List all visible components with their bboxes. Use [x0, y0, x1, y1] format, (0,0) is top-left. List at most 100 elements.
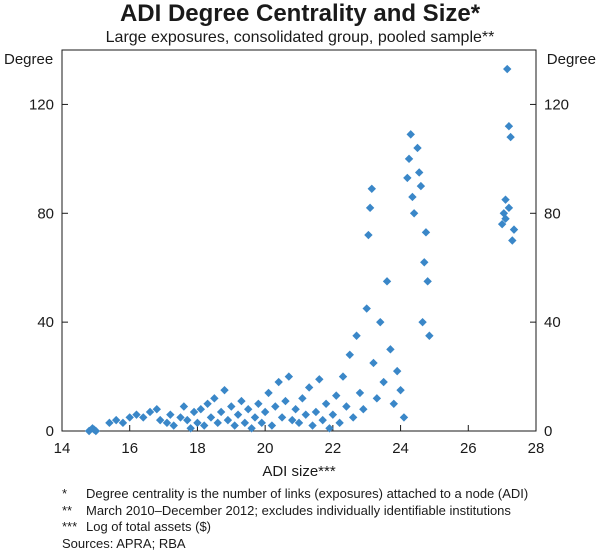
x-tick-label: 24	[392, 440, 409, 457]
x-tick-label: 18	[189, 440, 206, 457]
data-point	[369, 358, 378, 368]
data-point	[169, 421, 178, 430]
data-point	[213, 418, 222, 428]
data-point	[365, 203, 375, 213]
data-point	[176, 413, 185, 422]
data-point	[210, 394, 219, 403]
data-point	[179, 402, 189, 411]
data-point	[418, 317, 427, 327]
x-tick-label: 26	[460, 440, 477, 457]
x-axis: 14 16 18 20 22 24 26 28	[54, 425, 545, 457]
y-tick-label: 40	[37, 314, 54, 331]
data-point	[355, 388, 365, 398]
data-point	[421, 228, 431, 237]
y-tick-label: 40	[544, 314, 561, 331]
data-point	[503, 64, 512, 74]
data-point	[291, 405, 300, 414]
y-tick-label: 80	[544, 205, 561, 222]
data-point	[389, 399, 398, 408]
data-point	[105, 418, 114, 428]
data-point	[260, 407, 270, 417]
y-axis-left: 0 40 80 120	[29, 96, 68, 440]
data-point	[274, 377, 283, 387]
footnote-text: March 2010–December 2012; excludes indiv…	[86, 502, 511, 518]
data-point	[220, 385, 229, 395]
data-point	[308, 421, 317, 430]
data-point	[193, 418, 202, 428]
data-point	[403, 173, 412, 183]
footnote-text: Log of total assets ($)	[86, 519, 212, 534]
data-point	[392, 366, 402, 376]
data-point	[244, 405, 253, 414]
data-point	[294, 418, 304, 428]
data-point	[237, 396, 246, 406]
data-point	[301, 410, 310, 419]
data-point	[257, 418, 266, 428]
data-point	[111, 415, 121, 425]
data-point	[386, 345, 395, 354]
data-point	[382, 277, 392, 286]
data-point	[364, 230, 373, 240]
x-axis-label: ADI size***	[262, 463, 336, 480]
footnote-mark: ***	[62, 519, 78, 534]
data-point	[227, 402, 236, 411]
footnote-3: *** Log of total assets ($)	[62, 519, 528, 536]
data-point	[267, 421, 277, 430]
data-point	[271, 402, 280, 411]
data-point	[423, 277, 432, 286]
data-point	[311, 407, 321, 417]
data-point	[183, 415, 192, 425]
data-point	[506, 132, 515, 142]
data-point	[404, 154, 414, 164]
y-tick-label: 0	[544, 423, 552, 440]
data-point	[233, 410, 243, 419]
data-point	[318, 415, 327, 425]
data-point	[298, 394, 307, 403]
data-point	[254, 399, 263, 408]
data-point	[321, 399, 331, 408]
data-point	[399, 413, 409, 422]
data-point	[315, 375, 324, 384]
data-point	[132, 410, 141, 419]
data-point	[281, 396, 290, 406]
data-point	[186, 424, 195, 433]
y-tick-label: 80	[37, 205, 54, 222]
x-tick-label: 28	[528, 440, 545, 457]
data-point	[342, 402, 351, 411]
data-point	[247, 424, 256, 433]
data-point	[504, 203, 514, 213]
data-point	[508, 236, 517, 245]
data-points	[84, 64, 519, 436]
data-point	[497, 219, 507, 229]
y-tick-label: 120	[29, 96, 54, 113]
data-point	[509, 225, 519, 234]
data-point	[196, 405, 206, 414]
data-point	[216, 407, 226, 417]
plot-frame	[61, 49, 537, 432]
data-point	[264, 388, 273, 398]
y-axis-label-right: Degree	[547, 51, 596, 68]
data-point	[203, 399, 212, 408]
data-point	[335, 418, 344, 428]
chart-subtitle: Large exposures, consolidated group, poo…	[105, 29, 495, 46]
data-point	[230, 421, 239, 430]
y-tick-label: 0	[46, 423, 54, 440]
x-tick-label: 22	[325, 440, 342, 457]
data-point	[504, 122, 514, 131]
data-point	[348, 413, 358, 422]
data-point	[332, 391, 341, 400]
data-point	[162, 418, 172, 428]
data-point	[288, 415, 297, 425]
x-tick-label: 20	[257, 440, 274, 457]
y-tick-label: 120	[544, 96, 569, 113]
data-point	[118, 418, 128, 428]
data-point	[425, 331, 434, 340]
x-tick-label: 14	[54, 440, 71, 457]
data-point	[414, 168, 424, 177]
data-point	[166, 410, 175, 419]
data-point	[338, 372, 348, 381]
data-point	[501, 195, 510, 204]
data-point	[145, 407, 155, 417]
data-point	[352, 331, 361, 340]
